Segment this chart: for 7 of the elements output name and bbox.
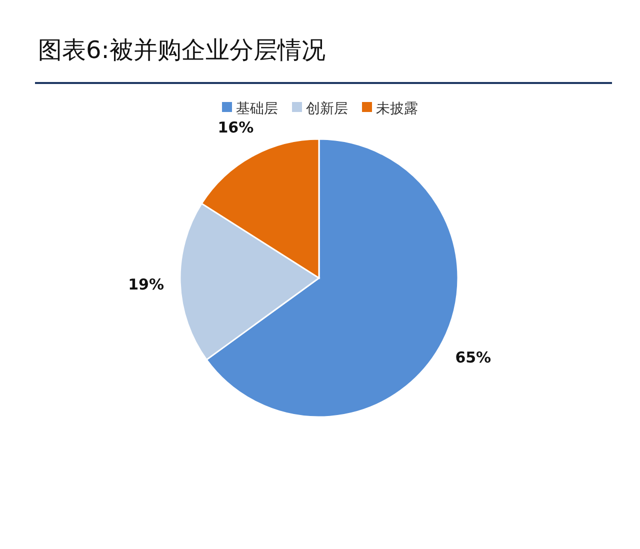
data-label: 16% (218, 118, 254, 136)
data-label: 65% (455, 348, 492, 367)
data-label: 19% (128, 275, 164, 294)
legend-label: 创新层 (306, 101, 348, 117)
legend-label: 基础层 (236, 101, 278, 117)
legend-label: 未披露 (376, 101, 418, 117)
chart-title: 图表6:被并购企业分层情况 (38, 36, 326, 64)
